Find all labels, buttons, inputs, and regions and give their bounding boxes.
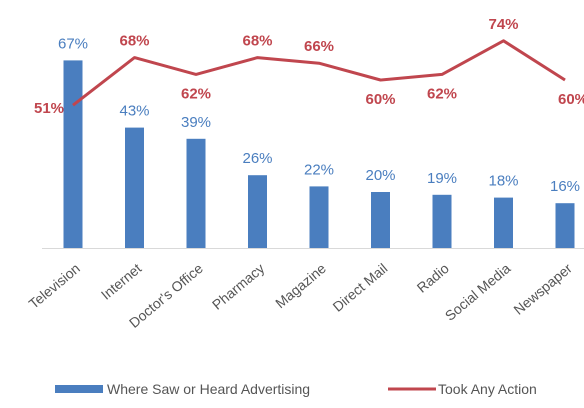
bar-data-label: 22% xyxy=(304,161,334,178)
x-tick-label: Pharmacy xyxy=(209,260,268,313)
bar-doctor-s-office xyxy=(186,138,206,248)
x-tick-label: Television xyxy=(26,260,83,312)
bar-data-label: 26% xyxy=(242,150,272,167)
bar-radio xyxy=(432,194,452,248)
bar-data-labels: 67% 43% 39% 26% 22% 20% 19% 18% 16% xyxy=(58,35,580,195)
legend-label-bar: Where Saw or Heard Advertising xyxy=(107,381,310,397)
bar-magazine xyxy=(309,186,329,248)
legend-swatch-bar xyxy=(55,385,103,393)
line-series xyxy=(72,39,566,107)
bar-pharmacy xyxy=(248,175,267,248)
line-took-any-action xyxy=(72,39,566,107)
bar-data-label: 19% xyxy=(427,170,457,187)
bar-data-label: 39% xyxy=(181,114,211,131)
bar-television xyxy=(63,60,83,249)
line-data-label: 51% xyxy=(34,100,64,117)
x-tick-label: Internet xyxy=(98,260,145,303)
legend-label-line: Took Any Action xyxy=(438,381,537,397)
x-tick-label: Social Media xyxy=(442,260,514,324)
line-data-labels: 51% 68% 62% 68% 66% 60% 62% 74% 60% xyxy=(34,16,584,117)
bar-data-label: 16% xyxy=(550,178,580,195)
bar-social-media xyxy=(494,197,513,248)
bar-newspaper xyxy=(555,203,575,248)
bar-data-label: 20% xyxy=(365,167,395,184)
line-data-label: 74% xyxy=(488,16,518,33)
x-tick-label: Newspaper xyxy=(510,260,575,318)
bar-data-label: 43% xyxy=(119,103,149,120)
line-data-label: 68% xyxy=(119,33,149,50)
x-tick-label: Direct Mail xyxy=(329,260,390,315)
bar-direct-mail xyxy=(371,192,390,248)
line-data-label: 60% xyxy=(365,91,395,108)
line-data-label: 68% xyxy=(242,33,272,50)
line-data-label: 62% xyxy=(181,85,211,102)
bar-series xyxy=(63,60,575,249)
legend: Where Saw or Heard Advertising Took Any … xyxy=(55,381,537,397)
bar-data-label: 18% xyxy=(488,173,518,190)
x-tick-label: Magazine xyxy=(272,260,329,311)
line-data-label: 60% xyxy=(558,91,584,108)
line-data-label: 66% xyxy=(304,38,334,55)
bar-internet xyxy=(125,127,144,248)
bar-data-label: 67% xyxy=(58,35,88,52)
x-tick-label: Radio xyxy=(414,260,452,296)
line-data-label: 62% xyxy=(427,85,457,102)
